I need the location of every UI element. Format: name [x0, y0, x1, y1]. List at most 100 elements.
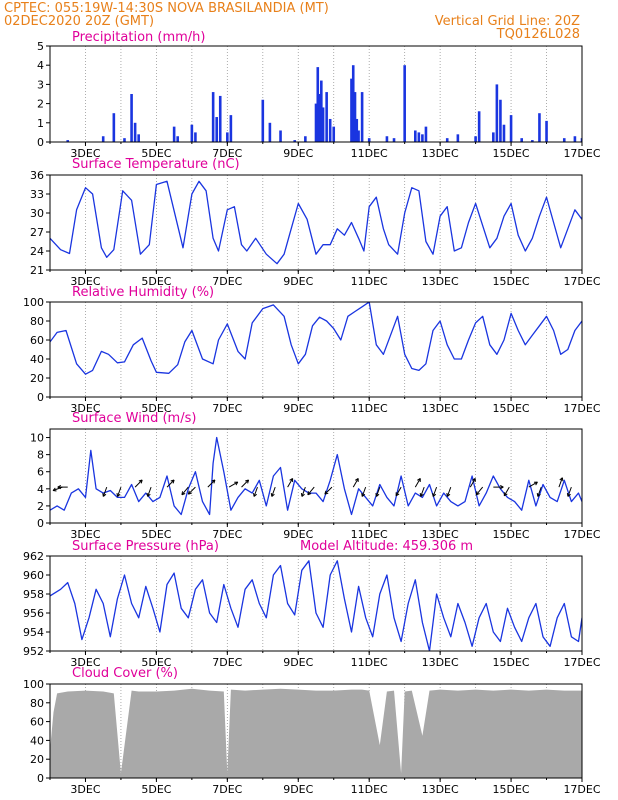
wind-xtick-label: 7DEC [212, 528, 242, 541]
precip-bar [424, 126, 428, 142]
humidity-ytick-label: 80 [30, 315, 44, 328]
wind-arrow [361, 486, 367, 497]
wind-arrow-head [559, 477, 563, 481]
wind-ytick-label: 6 [37, 466, 44, 479]
wind-arrow [324, 486, 333, 495]
temp-xtick-label: 7DEC [212, 275, 242, 288]
wind-arrow-head [307, 493, 312, 496]
pressure-xtick-label: 3DEC [70, 656, 100, 669]
precip-bar [355, 118, 359, 142]
wind-arrow-head [504, 493, 508, 497]
wind-arrow-head [170, 479, 175, 482]
wind-arrow-head [138, 479, 143, 482]
precip-bar [545, 120, 548, 142]
temp-xtick-label: 9DEC [283, 275, 313, 288]
cloud-xtick-label: 9DEC [283, 783, 313, 796]
precip-panel: 0 1 2 3 4 5 3DEC 5DEC 7DEC 9DEC 11DEC 13DEC 15DEC 17D… [37, 40, 601, 160]
temp-xtick-label: 17DEC [563, 275, 600, 288]
wind-ytick-label: 2 [37, 500, 44, 513]
temp-panel: 21 24 27 30 33 36 3DEC 5DEC 7DEC 9DEC 11DEC 13DEC 15… [30, 169, 601, 288]
cloud-xtick-label: 15DEC [493, 783, 530, 796]
temp-ytick-label: 36 [30, 169, 44, 182]
pressure-title: Surface Pressure (hPa) [72, 539, 219, 554]
wind-arrow-head [52, 490, 57, 492]
wind-arrow [375, 486, 381, 497]
wind-arrow-head [271, 493, 275, 497]
precip-bar [194, 132, 197, 142]
precip-bar [176, 136, 179, 142]
wind-arrow-head [476, 493, 480, 496]
precip-bar [456, 134, 460, 142]
cloud-panel: 0 20 40 60 80 100 3DEC 5DEC 7DEC 9DEC 11DEC 13DEC 15… [23, 678, 601, 796]
precip-bar [318, 94, 321, 142]
cloud-xtick-label: 11DEC [351, 783, 388, 796]
pressure-xtick-label: 9DEC [283, 656, 313, 669]
pressure-panel: 952 954 956 958 960 962 3DEC 5DEC 7DEC 9DEC 11DEC 1… [23, 550, 601, 669]
wind-panel: 0 2 4 6 8 10 3DEC 5DEC 7DEC 9DEC 11DEC 13DEC 15DEC 17… [30, 428, 601, 541]
wind-arrow [420, 486, 425, 497]
wind-arrow [537, 486, 542, 497]
wind-xtick-label: 9DEC [283, 528, 313, 541]
pressure-plot-area [50, 560, 582, 651]
wind-arrow-head [181, 493, 186, 496]
precip-bar [502, 124, 506, 142]
wind-arrow [567, 486, 572, 497]
pressure-frame [49, 555, 583, 652]
humidity-xtick-label: 17DEC [563, 402, 600, 415]
temp-plot-area [50, 180, 582, 265]
precip-bar [325, 92, 328, 142]
pressure-xtick-label: 17DEC [563, 656, 600, 669]
pressure-xtick-label: 15DEC [493, 656, 530, 669]
cloud-plot-area [50, 688, 582, 778]
precip-ytick-label: 2 [37, 98, 44, 111]
humidity-xtick-label: 11DEC [351, 402, 388, 415]
precip-bar [414, 130, 417, 142]
cloud-ytick-label: 40 [30, 734, 44, 747]
wind-arrow-head [289, 478, 293, 481]
precip-bar [353, 92, 357, 142]
wind-arrow [52, 486, 63, 491]
wind-arrow [271, 486, 276, 497]
cloud-ytick-label: 100 [23, 678, 44, 691]
humidity-series-line [50, 302, 582, 375]
wind-arrow [301, 486, 306, 497]
wind-xtick-label: 11DEC [351, 528, 388, 541]
precip-bar [367, 138, 371, 142]
temp-ytick-label: 21 [30, 264, 44, 277]
precip-bar [320, 80, 323, 142]
wind-arrow-head [147, 493, 151, 497]
humidity-ytick-label: 0 [37, 391, 44, 404]
cloud-ytick-label: 20 [30, 753, 44, 766]
precip-bar [580, 138, 582, 142]
precip-bar [357, 130, 360, 142]
wind-arrow [432, 486, 438, 497]
wind-arrow [414, 478, 421, 488]
humidity-xtick-label: 15DEC [493, 402, 530, 415]
precip-bar [112, 113, 116, 142]
wind-arrow [528, 481, 538, 488]
humidity-xtick-label: 7DEC [212, 402, 242, 415]
temp-title: Surface Temperature (nC) [72, 157, 240, 172]
precip-bar [101, 136, 105, 142]
wind-xtick-label: 3DEC [70, 528, 100, 541]
precip-xtick-label: 17DEC [563, 147, 600, 160]
wind-arrow [469, 478, 476, 488]
cloud-cover-area [50, 688, 582, 778]
wind-arrow [147, 486, 152, 497]
wind-plot-area [50, 436, 582, 516]
precip-xtick-label: 9DEC [283, 147, 313, 160]
pressure-xtick-label: 7DEC [212, 656, 242, 669]
precip-bar [417, 132, 421, 142]
precip-bar [403, 65, 406, 142]
wind-arrow-head [57, 486, 62, 490]
precip-bar [474, 136, 477, 142]
model-altitude: Model Altitude: 459.306 m [300, 539, 473, 554]
wind-title: Surface Wind (m/s) [72, 411, 196, 426]
humidity-ytick-label: 60 [30, 334, 44, 347]
cloud-ytick-label: 0 [37, 772, 44, 785]
pressure-xtick-label: 11DEC [351, 656, 388, 669]
header-location: CPTEC: 055:19W-14:30S NOVA BRASILANDIA (… [4, 1, 329, 16]
humidity-xtick-label: 13DEC [422, 402, 459, 415]
wind-arrow [253, 486, 258, 497]
